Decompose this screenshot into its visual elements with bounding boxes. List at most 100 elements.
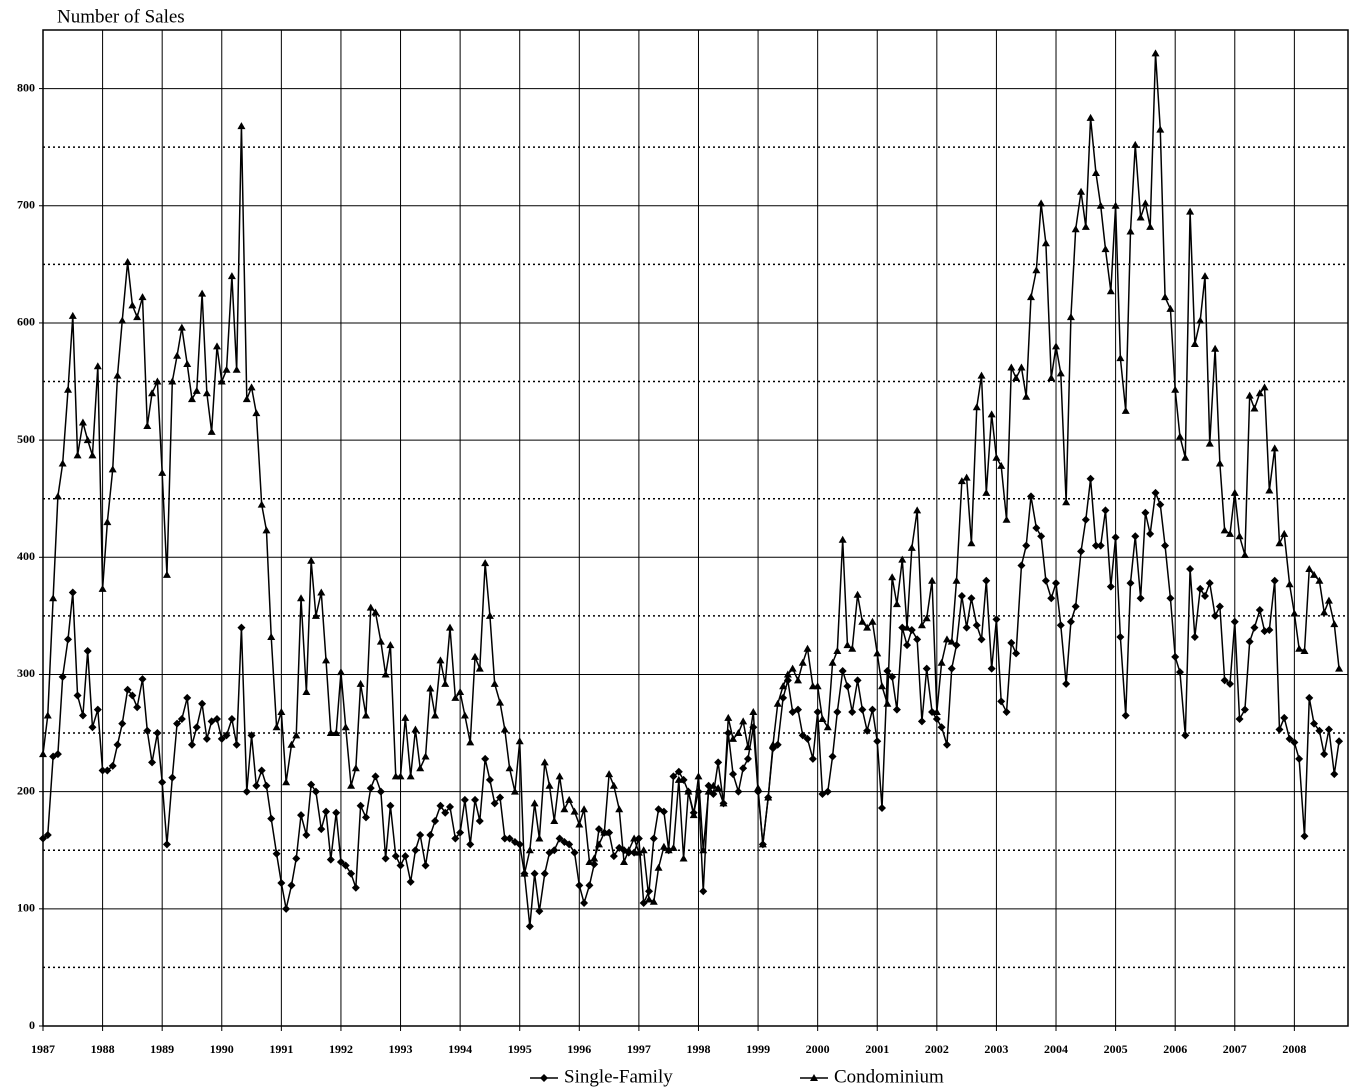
diamond-marker: [1215, 602, 1224, 611]
diamond-marker: [108, 761, 117, 770]
triangle-marker: [386, 641, 395, 649]
triangle-marker: [406, 772, 415, 780]
diamond-marker: [187, 740, 196, 749]
triangle-marker: [302, 688, 311, 696]
diamond-marker: [441, 808, 450, 817]
diamond-marker: [743, 754, 752, 763]
diamond-marker: [78, 711, 87, 720]
triangle-marker: [496, 698, 505, 706]
diamond-marker: [1161, 541, 1170, 550]
triangle-marker: [1081, 222, 1090, 230]
diamond-marker: [535, 907, 544, 916]
triangle-marker: [962, 473, 971, 481]
diamond-marker: [505, 834, 514, 843]
triangle-marker: [242, 395, 251, 403]
diamond-marker: [222, 731, 231, 740]
diamond-marker: [888, 672, 897, 681]
triangle-marker: [729, 734, 738, 742]
diamond-marker: [1007, 638, 1016, 647]
diamond-marker: [103, 766, 112, 775]
diamond-marker: [803, 734, 812, 743]
diamond-marker: [43, 831, 52, 840]
diamond-marker: [1047, 594, 1056, 603]
triangle-marker: [758, 840, 767, 848]
diamond-marker: [967, 594, 976, 603]
diamond-marker: [838, 666, 847, 675]
diamond-marker: [490, 799, 499, 808]
diamond-marker: [88, 723, 97, 732]
triangle-marker: [1032, 266, 1041, 274]
diamond-marker: [555, 834, 564, 843]
diamond-marker: [515, 840, 524, 849]
triangle-marker: [1190, 340, 1199, 348]
triangle-marker: [1156, 125, 1165, 133]
triangle-marker: [143, 422, 152, 430]
diamond-marker: [481, 754, 490, 763]
diamond-marker: [947, 664, 956, 673]
diamond-marker: [1126, 579, 1135, 588]
diamond-marker: [997, 697, 1006, 706]
triangle-marker: [1017, 363, 1026, 371]
triangle-marker: [510, 787, 519, 795]
triangle-marker: [1205, 439, 1214, 447]
triangle-marker: [907, 543, 916, 551]
triangle-marker: [1101, 245, 1110, 253]
diamond-marker: [585, 881, 594, 890]
triangle-marker: [1250, 404, 1259, 412]
triangle-marker: [714, 784, 723, 792]
triangle-marker: [684, 787, 693, 795]
triangle-marker: [957, 477, 966, 485]
triangle-marker: [500, 725, 509, 733]
triangle-marker: [78, 418, 87, 426]
diamond-marker: [1175, 668, 1184, 677]
triangle-marker: [1290, 609, 1299, 617]
triangle-marker: [466, 738, 475, 746]
triangle-marker: [878, 682, 887, 690]
diamond-marker: [445, 802, 454, 811]
triangle-marker: [1161, 293, 1170, 301]
triangle-marker: [833, 647, 842, 655]
diamond-marker: [183, 693, 192, 702]
diamond-marker: [540, 869, 549, 878]
y-tick-label: 200: [17, 783, 35, 797]
triangle-marker: [818, 714, 827, 722]
triangle-marker: [1126, 227, 1135, 235]
diamond-marker: [1245, 637, 1254, 646]
triangle-marker: [1260, 383, 1269, 391]
triangle-marker: [892, 600, 901, 608]
diamond-marker: [39, 834, 47, 843]
legend-label: Condominium: [834, 1066, 944, 1087]
diamond-marker: [977, 635, 986, 644]
diamond-marker: [1324, 725, 1333, 734]
y-tick-label: 500: [17, 432, 35, 446]
diamond-marker: [153, 729, 162, 738]
triangle-marker: [287, 740, 296, 748]
triangle-marker: [540, 758, 549, 766]
diamond-marker: [1330, 770, 1339, 779]
triangle-marker: [1200, 272, 1209, 280]
triangle-marker: [619, 857, 628, 865]
diamond-marker: [68, 588, 77, 597]
y-tick-label: 0: [29, 1018, 35, 1032]
triangle-marker: [485, 611, 494, 619]
diamond-marker: [1171, 652, 1180, 661]
triangle-marker: [1052, 342, 1061, 350]
triangle-marker: [148, 389, 157, 397]
triangle-marker: [615, 805, 624, 813]
triangle-marker: [967, 539, 976, 547]
diamond-marker: [471, 795, 480, 804]
y-axis-label: Number of Sales: [57, 6, 185, 27]
diamond-marker: [177, 714, 186, 723]
diamond-marker: [645, 887, 654, 896]
triangle-marker: [292, 731, 301, 739]
diamond-marker: [192, 723, 201, 732]
triangle-marker: [853, 590, 862, 598]
diamond-marker: [336, 857, 345, 866]
diamond-marker: [709, 789, 718, 798]
diamond-marker: [729, 770, 738, 779]
diamond-marker: [808, 754, 817, 763]
triangle-marker: [1086, 113, 1095, 121]
triangle-marker: [326, 729, 335, 737]
triangle-marker: [53, 492, 62, 500]
diamond-marker: [302, 831, 311, 840]
